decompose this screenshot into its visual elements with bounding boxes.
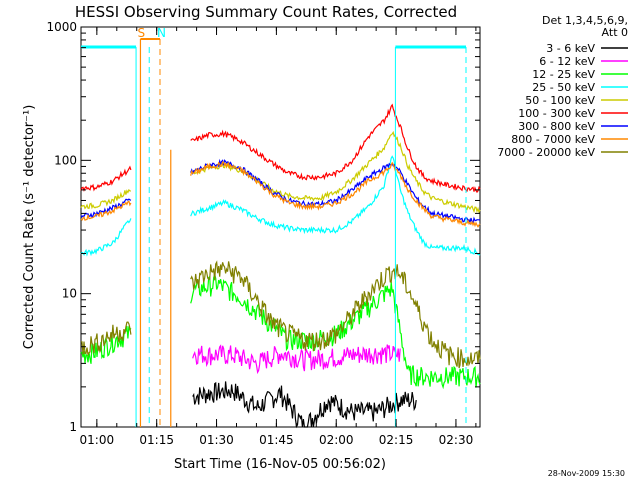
legend-label: 800 - 7000 keV (511, 133, 595, 146)
y-axis: 1 10 100 1000 (46, 20, 480, 434)
y-tick-label: 100 (54, 153, 77, 167)
x-tick-label: 02:00 (319, 433, 354, 447)
series-line (80, 188, 131, 210)
lightcurves (80, 103, 481, 429)
legend-label: 25 - 50 keV (532, 81, 595, 94)
series-line (80, 165, 132, 192)
chart-title: HESSI Observing Summary Count Rates, Cor… (75, 3, 457, 21)
legend-label: 7000 - 20000 keV (497, 146, 595, 159)
legend-label: 100 - 300 keV (518, 107, 595, 120)
series-line (190, 161, 481, 228)
series-line (190, 103, 481, 194)
series-line (80, 218, 132, 257)
legend-header: Det 1,3,4,5,6,9, (542, 14, 628, 27)
y-axis-label: Corrected Count Rate (s⁻¹ detector⁻¹) (22, 105, 37, 350)
series-line (190, 260, 481, 369)
y-tick-label: 1 (69, 420, 77, 434)
legend-label: 50 - 100 keV (525, 94, 595, 107)
legend-header: Att 0 (602, 26, 628, 39)
y-tick-label: 1000 (46, 20, 77, 34)
series-line (190, 155, 481, 256)
legend-label: 3 - 6 keV (546, 42, 595, 55)
x-tick-label: 02:15 (379, 433, 414, 447)
x-axis-label: Start Time (16-Nov-05 00:56:02) (174, 457, 386, 472)
x-axis: 01:00 01:15 01:30 01:45 02:00 02:15 02:30 (80, 27, 477, 447)
x-tick-label: 01:45 (259, 433, 294, 447)
x-tick-label: 01:15 (139, 433, 174, 447)
x-tick-label: 01:30 (199, 433, 234, 447)
legend-label: 12 - 25 keV (532, 68, 595, 81)
legend-label: 6 - 12 keV (539, 55, 595, 68)
series-line (81, 321, 132, 357)
marker-letter: N (157, 26, 166, 40)
footer-timestamp: 28-Nov-2009 15:30 (548, 469, 625, 478)
legend-label: 300 - 800 keV (518, 120, 595, 133)
series-line (80, 200, 132, 221)
x-tick-label: 01:00 (80, 433, 115, 447)
plot-area (80, 26, 481, 428)
marker-letter: S (137, 26, 145, 40)
series-line (192, 381, 417, 429)
series-line (190, 130, 481, 214)
y-tick-label: 10 (62, 287, 77, 301)
x-tick-label: 02:30 (439, 433, 474, 447)
series-line (192, 344, 401, 375)
series-line (190, 272, 481, 390)
